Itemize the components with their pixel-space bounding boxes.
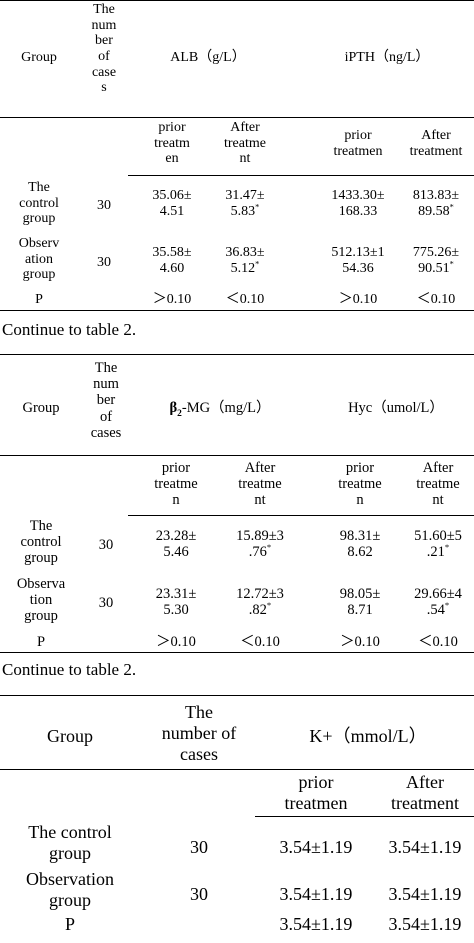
table-1-row-2-ipth-after: 775.26± 90.51* xyxy=(412,245,460,276)
table-3-row-1-group: The control group xyxy=(28,822,112,864)
table-1-p-ipth-prior: ＞0.10 xyxy=(338,292,378,307)
table-1-header-alb: ALB（g/L） xyxy=(170,50,246,65)
table-2-p-b2-prior: ＞0.10 xyxy=(156,634,196,650)
table-3-sub-k-after: After treatment xyxy=(391,772,459,814)
table-1-row-1-alb-prior: 35.06± 4.51 xyxy=(152,188,192,219)
table-1-row-1-ipth-prior: 1433.30± 168.33 xyxy=(331,188,385,219)
table-2-row-1-hyc-prior: 98.31± 8.62 xyxy=(339,528,381,561)
table-1-p-label: P xyxy=(35,292,43,307)
table-3-header-k: K+（mmol/L） xyxy=(309,726,427,746)
table-2-sub-hyc-after: After treatme nt xyxy=(416,460,460,509)
table-2-p-hyc-after: ＜0.10 xyxy=(418,634,458,650)
table-1-p-ipth-after: ＜0.10 xyxy=(416,292,456,307)
table-1-sub-alb-after: After treatme nt xyxy=(224,120,266,167)
table-3-subheader-rule xyxy=(255,816,474,817)
table-2-header-b2mg: β2-MG（mg/L） xyxy=(169,400,271,419)
table-2-sub-b2-prior: prior treatme n xyxy=(154,460,198,509)
table-1-row-2-alb-prior: 35.58± 4.60 xyxy=(152,245,192,276)
table-1-p-alb-after: ＜0.10 xyxy=(225,292,265,307)
table-3-sub-k-prior: prior treatmen xyxy=(284,772,348,814)
table-2-p-hyc-prior: ＞0.10 xyxy=(340,634,380,650)
table-2-row-2-b2-prior: 23.31± 5.30 xyxy=(155,586,197,619)
table-2-sub-b2-after: After treatme nt xyxy=(238,460,282,509)
table-2-row-2-b2-after: 12.72±3 .82* xyxy=(236,586,284,619)
table-3-row-1-k-after: 3.54±1.19 xyxy=(388,837,462,857)
table-2-p-b2-after: ＜0.10 xyxy=(240,634,280,650)
table-1-row-1-cases: 30 xyxy=(97,198,111,213)
table-3-p-k-prior: 3.54±1.19 xyxy=(279,914,353,934)
table-2-caption: Continue to table 2. xyxy=(2,660,137,679)
table-3-row-2-k-after: 3.54±1.19 xyxy=(388,884,462,904)
table-3-p-label: P xyxy=(64,914,75,934)
table-2-row-1-cases: 30 xyxy=(98,537,114,553)
table-2-row-1-hyc-after: 51.60±5 .21* xyxy=(414,528,462,561)
table-2-header-rule xyxy=(0,455,474,456)
table-2-p-label: P xyxy=(36,634,46,650)
table-3-header-rule xyxy=(0,769,474,770)
table-3-row-1-cases: 30 xyxy=(190,837,208,857)
table-2-row-2-hyc-prior: 98.05± 8.71 xyxy=(339,586,381,619)
table-1-header-group: Group xyxy=(21,50,57,65)
table-1-header-rule xyxy=(0,117,474,118)
table-3-top-rule xyxy=(0,695,474,696)
table-3-row-2-group: Observation group xyxy=(26,869,114,911)
table-3-p-k-after: 3.54±1.19 xyxy=(388,914,462,934)
table-1-header-cases: The num ber of case s xyxy=(91,2,117,96)
table-1-p-alb-prior: ＞0.10 xyxy=(152,292,192,307)
table-2-row-1-group: The control group xyxy=(20,518,62,567)
table-3-header-group: Group xyxy=(47,726,93,746)
table-3-row-2-cases: 30 xyxy=(190,884,208,904)
table-2-row-1-b2-prior: 23.28± 5.46 xyxy=(155,528,197,561)
table-2-row-2-hyc-after: 29.66±4 .54* xyxy=(414,586,462,619)
table-1-row-2-group: Observ ation group xyxy=(18,236,60,283)
table-1-row-2-alb-after: 36.83± 5.12* xyxy=(225,245,265,276)
table-1-sub-ipth-prior: prior treatmen xyxy=(333,128,383,159)
table-1-sub-alb-prior: prior treatm en xyxy=(154,120,190,167)
table-1-top-rule xyxy=(0,0,474,1)
table-1-row-1-alb-after: 31.47± 5.83* xyxy=(225,188,265,219)
table-2-header-cases: The num ber of cases xyxy=(90,360,122,441)
table-2-bottom-rule xyxy=(0,652,474,653)
table-1-bottom-rule xyxy=(0,310,474,311)
table-2-row-1-b2-after: 15.89±3 .76* xyxy=(236,528,284,561)
table-1-row-2-ipth-prior: 512.13±1 54.36 xyxy=(331,245,385,276)
table-1-row-1-group: The control group xyxy=(19,180,59,227)
table-1-caption: Continue to table 2. xyxy=(2,320,137,339)
table-1-header-ipth: iPTH（ng/L） xyxy=(344,50,430,65)
table-1-sub-ipth-after: After treatment xyxy=(409,128,463,159)
table-3-header-cases: The number of cases xyxy=(161,702,237,765)
table-1-subheader-rule xyxy=(128,175,474,176)
table-1-row-2-cases: 30 xyxy=(97,255,111,270)
table-3-row-2-k-prior: 3.54±1.19 xyxy=(279,884,353,904)
table-2-header-hyc: Hyc（umol/L） xyxy=(348,400,444,416)
table-3-row-1-k-prior: 3.54±1.19 xyxy=(279,837,353,857)
table-2-row-2-cases: 30 xyxy=(98,595,114,611)
table-2-top-rule xyxy=(0,354,474,355)
table-2-sub-hyc-prior: prior treatme n xyxy=(338,460,382,509)
table-1-row-1-ipth-after: 813.83± 89.58* xyxy=(412,188,460,219)
table-2-row-2-group: Observa tion group xyxy=(16,576,66,625)
table-2-header-group: Group xyxy=(22,400,60,416)
table-2-subheader-rule xyxy=(128,515,474,516)
